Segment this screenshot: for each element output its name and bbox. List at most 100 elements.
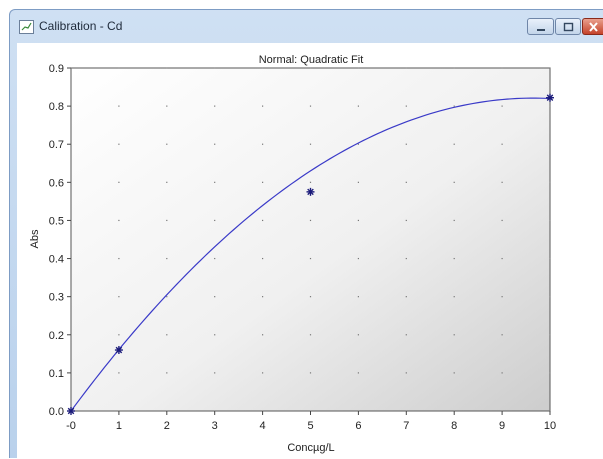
grid-dot [357,257,359,260]
grid-dot [262,219,264,222]
grid-dot [357,143,359,145]
grid-dot [166,296,168,298]
grid-dot [309,181,312,183]
grid-dot [309,257,312,260]
grid-dot [262,181,264,183]
y-tick-label: 0.9 [49,63,64,75]
x-tick-label: 9 [499,420,505,432]
grid-dot [214,334,216,336]
y-tick-label: 0.6 [49,177,64,189]
grid-dot [357,105,359,107]
grid-dot [405,67,407,69]
window-title: Calibration - Cd [39,19,123,33]
grid-dot [309,334,312,336]
title-bar[interactable]: Calibration - Cd [10,10,603,43]
grid-dot [549,334,551,336]
maximize-button[interactable] [555,18,581,35]
calibration-chart-icon [19,20,34,34]
x-tick-label: 2 [164,420,170,432]
grid-dot [118,334,120,336]
calibration-window: Calibration - Cd Normal: Quadratic Fit -… [9,9,603,459]
grid-dot [453,257,455,260]
x-tick-label: 8 [451,420,457,432]
grid-dot [405,105,407,107]
y-axis-label: Abs [29,229,41,248]
grid-dot [453,334,455,336]
x-tick-label: 1 [116,420,122,432]
grid-dot [166,257,168,260]
grid-dot [357,67,359,69]
grid-dot [118,143,120,145]
data-point [546,93,554,102]
data-point [67,407,75,415]
data-point [306,187,315,196]
grid-dot [166,334,168,336]
grid-dot [501,181,503,183]
grid-dot [262,334,264,336]
grid-dot [357,296,359,298]
y-tick-label: 0.8 [49,101,64,113]
x-tick-label: 10 [544,420,556,432]
grid-dot [501,143,503,145]
grid-dot [262,372,264,374]
grid-dot [357,181,359,183]
grid-dot [501,296,503,298]
minimize-button[interactable] [527,18,554,35]
x-tick-label: 6 [355,420,361,432]
grid-dot [357,334,359,336]
grid-dot [453,105,455,107]
grid-dot [262,143,264,145]
grid-dot [118,67,120,69]
grid-dot [166,219,168,222]
grid-dot [166,181,168,183]
x-tick-label: 5 [307,420,313,432]
grid-dot [549,67,551,69]
data-points [67,93,554,415]
grid-dot [501,105,503,107]
grid-dot [214,181,216,183]
grid-dot [166,372,168,374]
grid-dot [501,219,503,222]
grid-dot [501,67,503,69]
y-tick-label: 0.7 [49,139,64,151]
grid-dot [214,67,216,69]
grid-dot [405,372,407,374]
chart-client-area: Normal: Quadratic Fit -0 1 2 3 4 5 6 7 8 9 10 0.0 0.… [17,43,603,459]
grid-dot [501,257,503,260]
grid-dot [549,143,551,145]
grid-dot [405,219,407,222]
grid-dot [214,296,216,298]
grid-dot [309,105,312,107]
x-tick-label: 3 [212,420,218,432]
grid-dot [453,372,455,374]
grid-dot [309,143,312,145]
close-button[interactable] [582,18,603,35]
fit-curve [70,97,551,412]
grid-dot [549,181,551,183]
grid-dot [453,296,455,298]
grid-dot [166,143,168,145]
y-tick-label: 0.4 [49,254,64,266]
grid-dot [118,105,120,107]
grid-dot [549,372,551,374]
grid-dot [118,257,120,260]
grid-dot [405,334,407,336]
grid-dot [214,257,216,260]
grid-dot [309,372,312,374]
grid-dot [549,257,551,260]
grid-dot [262,67,264,69]
grid-dot [166,67,168,69]
grid-dot [118,372,120,374]
grid-dot [549,105,551,107]
grid-dot [357,219,359,222]
grid-dot [405,143,407,145]
x-tick-label: 7 [403,420,409,432]
axis-ticks: -0 1 2 3 4 5 6 7 8 9 10 0.0 0.1 0.2 0.3 0.4 0.5 0.6 0.7 0.8… [49,63,556,432]
grid-dot [118,219,120,222]
y-tick-label: 0.3 [49,292,64,304]
grid-dot [262,296,264,298]
y-tick-label: 0.5 [49,215,64,227]
grid-dot [262,257,264,260]
grid-dot [405,181,407,183]
grid-dot [118,181,120,183]
